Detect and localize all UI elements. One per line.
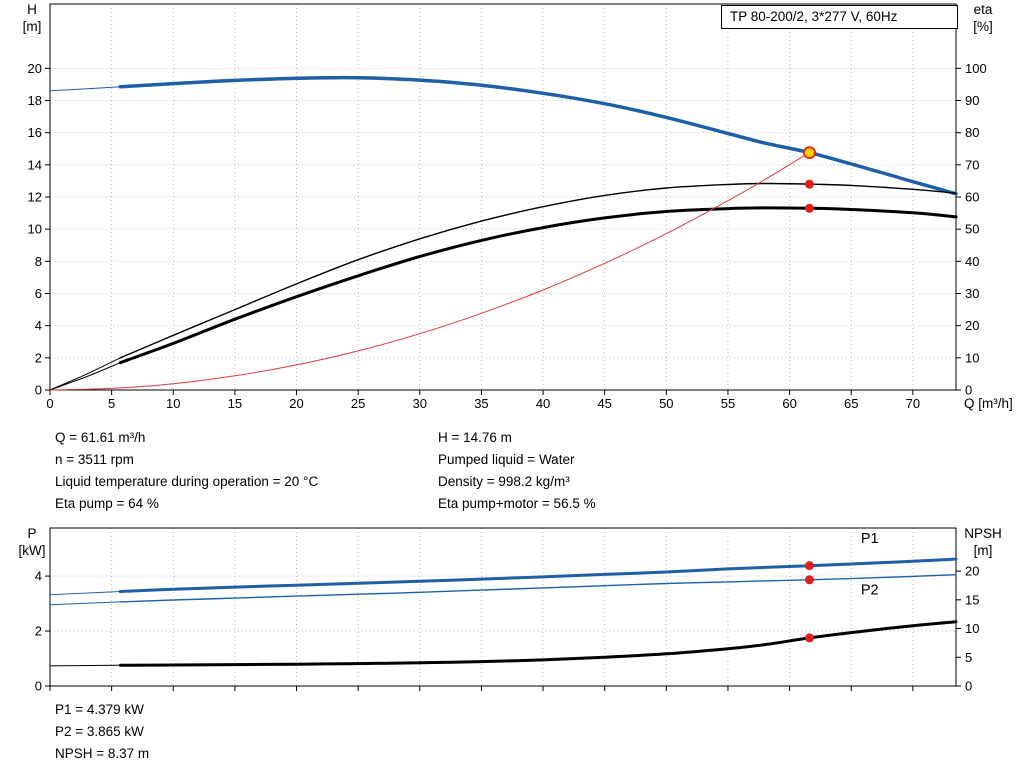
y-left-tick-label: 12: [28, 190, 42, 205]
y-right-tick-label: 50: [965, 222, 979, 237]
y-left-tick-label: 20: [28, 61, 42, 76]
pumped-liquid-line: Pumped liquid = Water: [438, 452, 575, 467]
y-right-axis-unit: [m]: [974, 543, 993, 558]
y-right-tick-label: 30: [965, 286, 979, 301]
eta-pump-curve: [119, 182, 957, 359]
x-tick-label: 70: [906, 396, 920, 411]
y-left-tick-label: 4: [35, 569, 42, 584]
npsh-lead-curve: [49, 664, 121, 667]
y-left-axis-unit: [m]: [23, 19, 42, 34]
result-values: P1 = 4.379 kW P2 = 3.865 kW NPSH = 8.37 …: [55, 699, 149, 765]
y-right-tick-label: 60: [965, 190, 979, 205]
y-left-tick-label: 0: [35, 383, 42, 398]
eta-pump-motor-point: [804, 203, 814, 213]
npsh-result-line: NPSH = 8.37 m: [55, 746, 150, 761]
duty-head-line: H = 14.76 m: [438, 430, 512, 445]
y-left-axis-label: H: [27, 2, 37, 17]
y-left-axis-label: P: [27, 526, 36, 541]
y-left-axis-unit: [kW]: [19, 543, 46, 558]
p2-lead-curve: [49, 601, 121, 606]
y-left-tick-label: 2: [35, 350, 42, 365]
pump-model-title: TP 80-200/2, 3*277 V, 60Hz: [721, 5, 958, 29]
y-right-tick-label: 0: [965, 679, 972, 694]
y-left-tick-label: 4: [35, 318, 42, 333]
y-right-axis-unit: [%]: [973, 19, 993, 34]
y-right-axis-label: NPSH: [964, 526, 1002, 541]
x-tick-label: 60: [782, 396, 796, 411]
head-curve-curve: [118, 75, 958, 196]
system-curve-curve: [49, 152, 810, 391]
x-tick-label: 20: [289, 396, 303, 411]
speed-line: n = 3511 rpm: [55, 452, 134, 467]
duty-point: [803, 146, 816, 160]
y-left-tick-label: 8: [35, 254, 42, 269]
plot-frame: [49, 527, 957, 687]
y-right-tick-label: 10: [965, 621, 979, 636]
y-right-tick-label: 70: [965, 157, 979, 172]
p2-point: [804, 575, 814, 585]
y-left-tick-label: 2: [35, 624, 42, 639]
npsh-point: [804, 633, 814, 643]
y-left-tick-label: 16: [28, 125, 42, 140]
eta-pump-motor-lead-curve: [49, 362, 121, 391]
power-npsh-chart: 0 2 4 0 5 10 15 20 P [kW] NPSH [m] P1 P2: [19, 526, 1002, 694]
p2-result-line: P2 = 3.865 kW: [55, 724, 144, 739]
y-right-tick-label: 40: [965, 254, 979, 269]
y-left-tick-label: 18: [28, 93, 42, 108]
y-left-tick-label: 14: [28, 157, 42, 172]
duty-flow-line: Q = 61.61 m³/h: [55, 430, 146, 445]
x-tick-label: 30: [413, 396, 427, 411]
p1-result-line: P1 = 4.379 kW: [55, 702, 144, 717]
y-right-tick-label: 20: [965, 318, 979, 333]
p1-label: P1: [861, 531, 879, 547]
y-right-tick-label: 100: [965, 61, 987, 76]
x-tick-label: 40: [536, 396, 550, 411]
x-tick-label: 65: [844, 396, 858, 411]
hq-chart: 0 2 4 6 8 10 12 14 16 18 20 0 10 20 30 40 50 60 70 80 90 100 0…: [23, 2, 1013, 411]
x-tick-label: 0: [46, 396, 53, 411]
head-curve-lead-curve: [49, 86, 121, 92]
operating-data-right: H = 14.76 m Pumped liquid = Water Densit…: [438, 427, 596, 515]
eta-pump-lead-curve: [49, 357, 121, 391]
y-right-tick-label: 5: [965, 650, 972, 665]
p2-label: P2: [861, 582, 879, 598]
p1-point: [804, 561, 814, 571]
x-tick-label: 15: [228, 396, 242, 411]
y-right-axis-label: eta: [974, 2, 993, 17]
npsh-curve: [118, 620, 958, 667]
x-tick-label: 45: [597, 396, 611, 411]
x-axis-label: Q [m³/h]: [964, 396, 1013, 411]
y-right-tick-label: 20: [965, 564, 979, 579]
eta-pump-motor-curve: [118, 206, 958, 365]
p2-curve: [119, 574, 957, 603]
x-tick-label: 5: [108, 396, 115, 411]
density-line: Density = 998.2 kg/m³: [438, 474, 570, 489]
eta-pump-line: Eta pump = 64 %: [55, 496, 159, 511]
operating-data-left: Q = 61.61 m³/h n = 3511 rpm Liquid tempe…: [55, 427, 318, 515]
eta-pump-motor-line: Eta pump+motor = 56.5 %: [438, 496, 596, 511]
x-tick-label: 25: [351, 396, 365, 411]
y-right-tick-label: 10: [965, 350, 979, 365]
p1-curve: [118, 557, 958, 593]
y-right-tick-label: 0: [965, 383, 972, 398]
y-left-tick-label: 6: [35, 286, 42, 301]
y-left-tick-label: 0: [35, 679, 42, 694]
y-left-tick-label: 10: [28, 222, 42, 237]
y-right-tick-label: 80: [965, 125, 979, 140]
liquid-temp-line: Liquid temperature during operation = 20…: [55, 474, 319, 489]
x-tick-label: 55: [721, 396, 735, 411]
y-right-tick-label: 90: [965, 93, 979, 108]
x-tick-label: 50: [659, 396, 673, 411]
p1-lead-curve: [49, 591, 121, 596]
x-tick-label: 35: [474, 396, 488, 411]
y-right-tick-label: 15: [965, 592, 979, 607]
x-tick-label: 10: [166, 396, 180, 411]
eta-pump-point: [804, 179, 814, 189]
